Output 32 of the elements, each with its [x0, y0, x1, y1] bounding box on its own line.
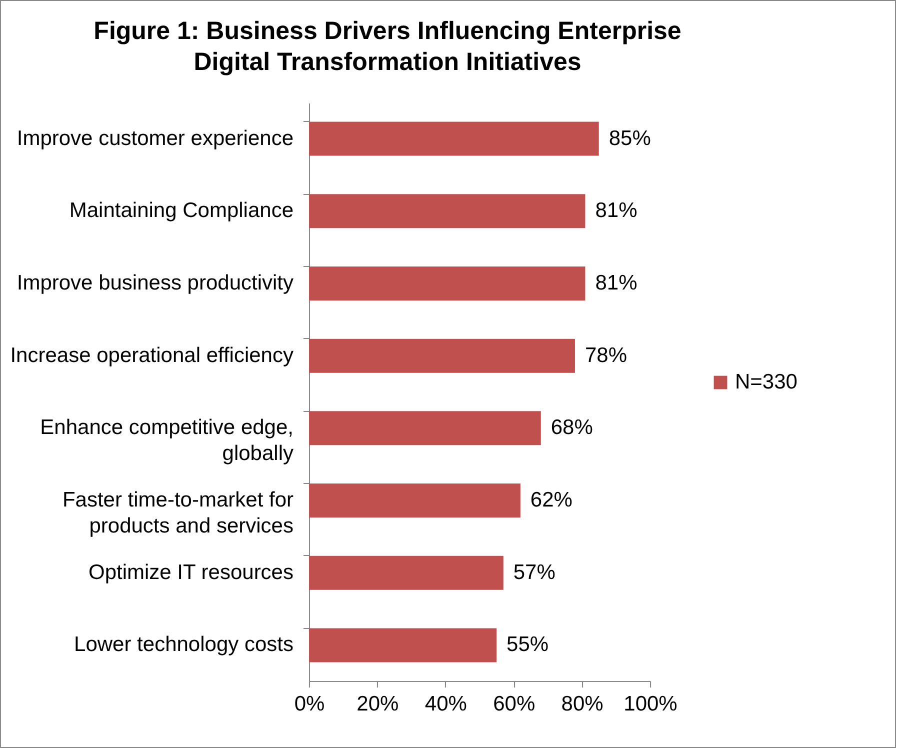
data-label: 81%: [595, 199, 638, 222]
y-tick-label: Improve business productivity: [16, 271, 294, 294]
bar: [309, 338, 575, 373]
x-tick-label: 100%: [624, 692, 678, 716]
bar: [309, 266, 586, 300]
data-label: 55%: [506, 633, 549, 656]
data-label: 57%: [513, 560, 556, 584]
y-tick-label: Increase operational efficiency: [10, 344, 294, 367]
bar: [309, 411, 541, 446]
bar: [309, 556, 504, 590]
x-tick-label: 40%: [424, 692, 467, 716]
legend-label: N=330: [735, 370, 798, 394]
y-tick-label: Faster time-to-market for products and services: [62, 488, 294, 538]
bar: [309, 194, 586, 228]
data-label: 62%: [530, 488, 572, 512]
y-tick-label: Lower technology costs: [74, 633, 294, 656]
x-tick-label: 20%: [356, 692, 399, 716]
data-label: 85%: [608, 126, 651, 150]
y-tick-label: Optimize IT resources: [88, 560, 294, 584]
y-tick-label: Maintaining Compliance: [69, 199, 294, 222]
data-label: 81%: [595, 271, 638, 294]
y-tick-label: Improve customer experience: [16, 126, 294, 150]
x-tick-label: 60%: [493, 692, 536, 716]
y-tick-label: Enhance competitive edge, globally: [40, 416, 294, 466]
chart-title: Figure 1: Business Drivers Influencing Enterprise Digital Transformation Initiatives: [94, 17, 682, 76]
x-tick-label: 80%: [561, 692, 604, 716]
bar: [309, 484, 520, 518]
data-label: 78%: [584, 344, 628, 367]
bar: [309, 628, 497, 662]
bar: [309, 122, 599, 156]
data-label: 68%: [550, 416, 593, 440]
x-tick-label: 0%: [294, 692, 325, 716]
